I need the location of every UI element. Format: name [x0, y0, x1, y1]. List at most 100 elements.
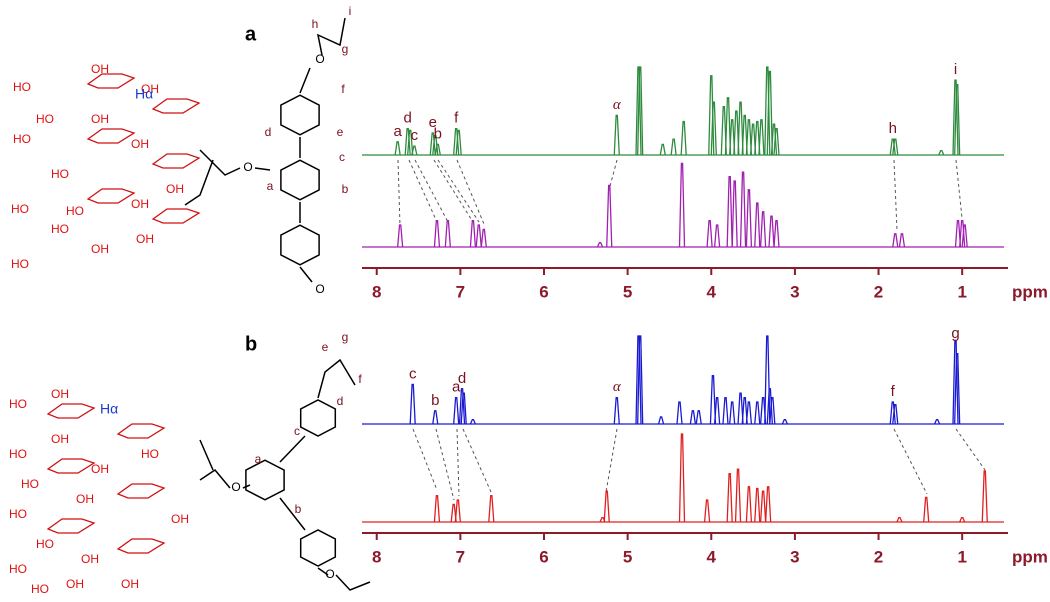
hydroxyl-label: HO [51, 167, 69, 181]
peak-label: h [889, 120, 897, 137]
hydroxyl-label: HO [13, 132, 31, 146]
x-tick-label: 5 [623, 282, 632, 301]
peak [759, 490, 767, 523]
peak [635, 66, 642, 156]
peak [433, 494, 441, 523]
correlation-lines [397, 159, 986, 501]
hydroxyl-label: HO [9, 562, 27, 576]
hydroxyl-label: HO [13, 80, 31, 94]
hydroxyl-label: HO [66, 204, 84, 218]
peak [695, 410, 702, 425]
peak [706, 219, 713, 248]
ring [280, 159, 320, 201]
oxygen-label: O [231, 480, 240, 494]
x-tick-label: 6 [539, 282, 548, 301]
ring [299, 529, 337, 567]
hydroxyl-label: HO [9, 507, 27, 521]
peak [745, 189, 753, 248]
hydroxyl-label: HO [11, 202, 29, 216]
peak [680, 120, 687, 156]
sugar-ring [86, 188, 136, 204]
peak [657, 416, 665, 425]
x-tick-label: 7 [456, 282, 465, 301]
peak-label: g [951, 325, 959, 342]
peak [731, 180, 738, 248]
peak-label: i [954, 61, 957, 78]
ring [245, 459, 285, 501]
peak [724, 97, 732, 156]
peak [745, 119, 753, 156]
peak [676, 401, 683, 425]
oxygen-label: O [243, 160, 252, 174]
peak [713, 396, 721, 425]
hydroxyl-label: OH [131, 197, 149, 211]
sugar-ring [151, 208, 201, 224]
peak [954, 352, 961, 425]
peak [754, 120, 761, 156]
sugar-ring [151, 153, 201, 169]
hydroxyl-label: OH [171, 512, 189, 526]
hydroxyl-label: OH [91, 462, 109, 476]
peak-label: b [431, 392, 439, 409]
oxygen-label: O [315, 52, 324, 66]
peak [759, 211, 767, 248]
peak [726, 472, 733, 523]
peak [741, 396, 748, 425]
h-alpha-label: Hα [100, 401, 118, 417]
peak-label: α [613, 97, 622, 113]
proton-label: g [342, 330, 349, 344]
peak-label: e [429, 114, 437, 131]
peak-label: d [404, 110, 412, 127]
x-tick-label: 1 [957, 282, 966, 301]
ring [280, 224, 320, 266]
peak [444, 219, 451, 248]
peak [773, 219, 780, 248]
peak [713, 224, 721, 248]
hydroxyl-label: HO [141, 447, 159, 461]
proton-label: d [265, 125, 272, 139]
peak [768, 215, 775, 248]
peak [933, 418, 941, 425]
peak [480, 228, 487, 248]
hydroxyl-label: OH [81, 552, 99, 566]
hydroxyl-label: HO [9, 447, 27, 461]
peak [938, 149, 945, 156]
peak-label: a [393, 123, 402, 140]
peak [729, 119, 736, 156]
peak [469, 418, 477, 425]
peak [596, 241, 604, 248]
hydroxyl-label: HO [36, 537, 54, 551]
peak [739, 171, 747, 248]
proton-label: b [342, 182, 349, 196]
peak [720, 105, 727, 156]
h-alpha-label: Hα [135, 86, 153, 102]
peak [637, 66, 644, 156]
peak [733, 110, 740, 156]
sugar-ring [116, 538, 166, 554]
x-tick-label: 2 [874, 547, 883, 566]
x-tick-label: 8 [372, 282, 381, 301]
peak [892, 403, 899, 425]
peak [396, 224, 404, 248]
peak [670, 138, 677, 156]
peak [952, 339, 959, 425]
peak [458, 388, 466, 425]
proton-label: a [267, 179, 274, 193]
hydroxyl-label: OH [51, 432, 69, 446]
proton-label: g [342, 42, 349, 56]
peak [764, 335, 771, 425]
peak [749, 123, 757, 156]
peak [781, 418, 788, 425]
hydroxyl-label: OH [91, 242, 109, 256]
peak [433, 219, 441, 248]
x-axis-label: ppm [1012, 282, 1048, 301]
hydroxyl-label: OH [121, 577, 139, 591]
x-tick-label: 4 [707, 282, 717, 301]
hydroxyl-label: OH [91, 62, 109, 76]
sugar-ring [86, 73, 136, 89]
peak [659, 143, 666, 156]
peak [635, 335, 642, 425]
peak [745, 486, 753, 523]
panel-label: b [245, 333, 257, 355]
peak [637, 335, 644, 425]
